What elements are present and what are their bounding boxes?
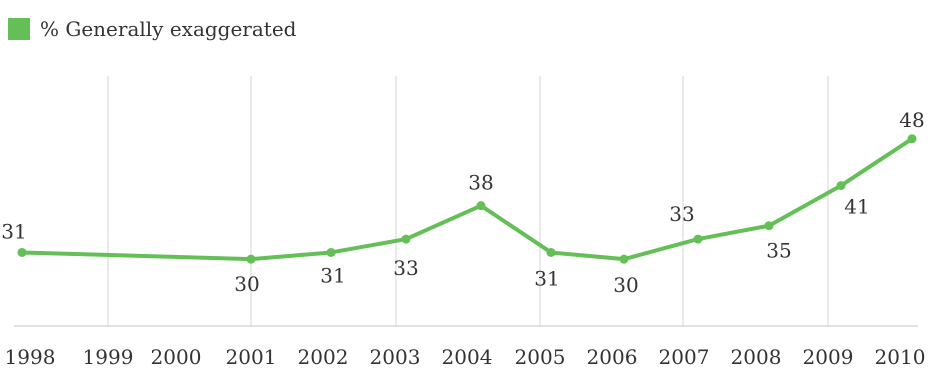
x-tick-2005: 2005 [515,345,566,369]
data-point-2004 [476,201,486,211]
data-label-2001: 30 [234,272,259,296]
data-label-2010: 48 [899,108,924,132]
data-point-2008 [764,221,774,231]
x-axis-tick-labels: 1998 1999 2000 2001 2002 2003 2004 2005 2006 2007… [5,345,926,369]
data-label-2009: 41 [844,195,869,219]
data-label-2004: 38 [468,171,493,195]
x-tick-2004: 2004 [442,345,493,369]
data-labels: 31 30 31 33 38 31 30 33 35 41 48 [1,108,924,297]
data-label-2007: 33 [669,202,694,226]
data-point-2002 [326,247,336,257]
x-tick-1998: 1998 [5,345,56,369]
data-point-2010 [907,134,917,144]
gridlines [107,76,829,326]
x-tick-2010: 2010 [875,345,926,369]
x-tick-2007: 2007 [659,345,710,369]
legend-label: % Generally exaggerated [40,17,297,41]
data-point-2005 [546,247,556,257]
x-tick-2008: 2008 [731,345,782,369]
x-tick-2003: 2003 [370,345,421,369]
legend-swatch [8,18,30,40]
data-points [17,134,917,264]
data-label-2002: 31 [320,263,345,287]
data-label-1998: 31 [1,219,26,243]
data-label-2003: 33 [393,256,418,280]
data-point-1998 [17,247,27,257]
x-tick-2000: 2000 [151,345,202,369]
data-point-2003 [401,234,411,244]
data-point-2007 [693,234,703,244]
data-label-2008: 35 [766,239,791,263]
data-point-2006 [619,254,629,264]
data-label-2006: 30 [613,273,638,297]
data-point-2001 [246,254,256,264]
x-tick-1999: 1999 [83,345,134,369]
x-tick-2009: 2009 [803,345,854,369]
x-tick-2002: 2002 [298,345,349,369]
legend: % Generally exaggerated [8,17,297,41]
x-tick-2006: 2006 [587,345,638,369]
data-label-2005: 31 [534,266,559,290]
data-point-2009 [836,181,846,191]
x-tick-2001: 2001 [226,345,277,369]
